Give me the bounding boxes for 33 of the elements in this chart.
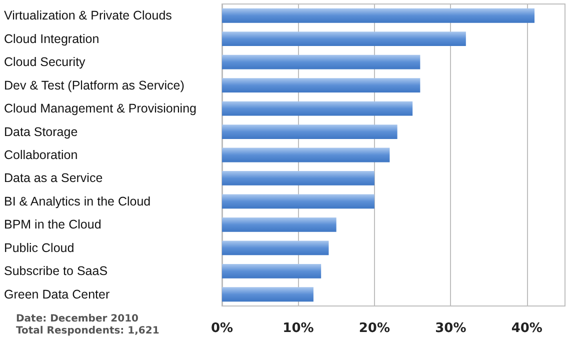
bar — [222, 78, 420, 93]
y-tick-label: Cloud Management & Provisioning — [4, 102, 197, 116]
y-tick-label: Green Data Center — [4, 287, 110, 302]
text: Date: December 2010 — [16, 314, 139, 324]
bar — [222, 148, 390, 162]
y-tick-label: BI & Analytics in the Cloud — [4, 194, 151, 208]
bar — [222, 287, 314, 302]
y-tick-label: BPM in the Cloud — [4, 218, 102, 232]
x-tick-label: 0% — [210, 321, 234, 336]
bar — [222, 8, 535, 23]
x-tick-label: 30% — [435, 321, 466, 336]
bar — [222, 54, 420, 70]
y-tick-label: Data Storage — [4, 124, 78, 139]
y-tick-label: Cloud Security — [4, 55, 86, 70]
y-tick-label: Collaboration — [4, 148, 78, 162]
bar — [222, 171, 374, 186]
y-tick-label: Data as a Service — [4, 171, 103, 186]
bar — [222, 32, 466, 46]
y-tick-label: Public Cloud — [4, 240, 74, 255]
text: Total Respondents: 1,621 — [16, 326, 160, 336]
bar — [222, 264, 322, 278]
x-tick-label: 20% — [358, 321, 390, 336]
x-tick-label: 40% — [511, 321, 542, 336]
x-tick-label: 10% — [282, 321, 314, 336]
bar — [222, 217, 336, 232]
bar — [222, 101, 413, 116]
y-tick-label: Virtualization & Private Clouds — [4, 8, 172, 23]
bar — [222, 194, 374, 209]
y-tick-label: Subscribe to SaaS — [4, 264, 108, 278]
bar — [222, 240, 329, 256]
y-tick-label: Cloud Integration — [4, 32, 100, 46]
bar — [222, 124, 398, 139]
y-tick-label: Dev & Test (Platform as Service) — [4, 78, 184, 92]
